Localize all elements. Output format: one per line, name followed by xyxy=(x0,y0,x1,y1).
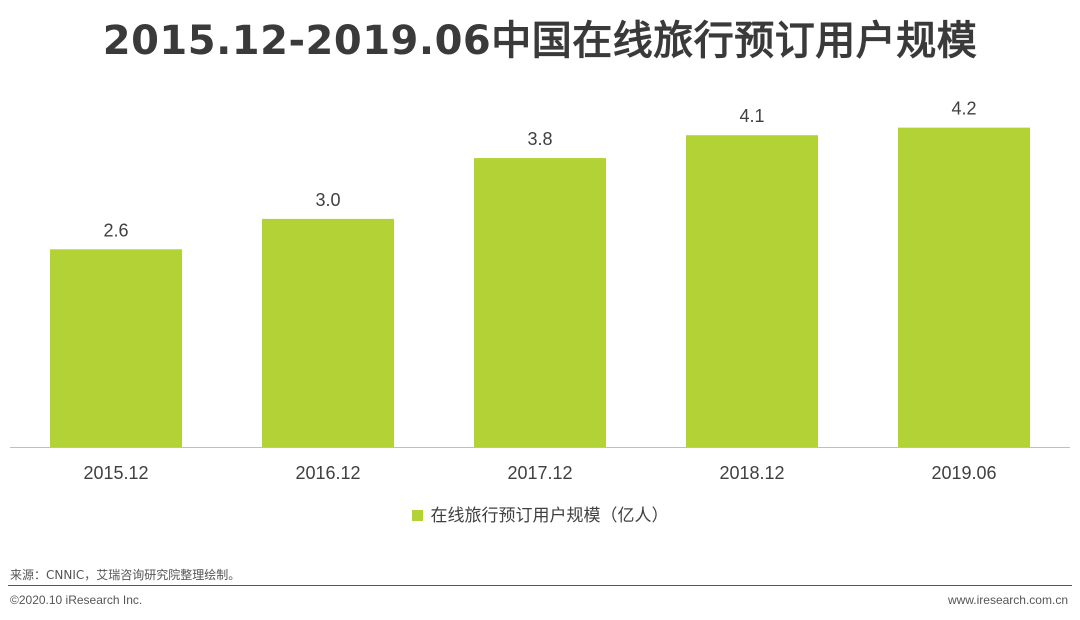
data-label-2015.12: 2.6 xyxy=(103,220,128,240)
x-tick-label-2016.12: 2016.12 xyxy=(295,463,360,483)
legend-label: 在线旅行预订用户规模（亿人） xyxy=(430,506,669,526)
bar-2019.06 xyxy=(898,127,1030,447)
x-tick-label-2019.06: 2019.06 xyxy=(931,463,996,483)
legend-swatch xyxy=(411,510,423,521)
x-tick-label-2017.12: 2017.12 xyxy=(507,463,572,483)
bar-2018.12 xyxy=(686,135,818,447)
chart-legend: 在线旅行预订用户规模（亿人） xyxy=(0,501,1080,526)
data-label-2016.12: 3.0 xyxy=(315,190,340,210)
data-label-2017.12: 3.8 xyxy=(527,129,552,149)
bar-2015.12 xyxy=(50,249,182,447)
x-tick-label-2018.12: 2018.12 xyxy=(719,463,784,483)
chart-title: 2015.12-2019.06中国在线旅行预订用户规模 xyxy=(102,18,978,64)
copyright-text: ©2020.10 iResearch Inc. xyxy=(10,593,143,607)
source-note: 来源：CNNIC，艾瑞咨询研究院整理绘制。 xyxy=(10,568,241,582)
data-label-2019.06: 4.2 xyxy=(951,99,976,119)
bar-2017.12 xyxy=(474,158,606,447)
bar-2016.12 xyxy=(262,218,394,447)
x-tick-label-2015.12: 2015.12 xyxy=(83,463,148,483)
data-label-2018.12: 4.1 xyxy=(739,106,764,126)
website-link[interactable]: www.iresearch.com.cn xyxy=(947,593,1068,607)
bar-chart: 2.6 2015.12 3.0 2016.12 3.8 2017.12 4.1 2018.12… xyxy=(10,99,1070,483)
footer-divider xyxy=(8,585,1072,586)
